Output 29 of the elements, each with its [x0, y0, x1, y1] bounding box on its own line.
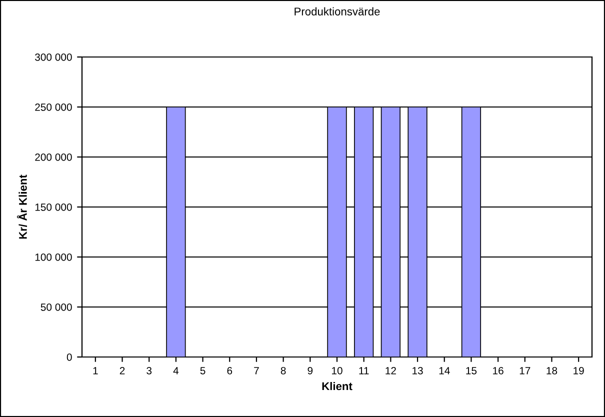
x-tick-label: 5: [200, 367, 206, 374]
chart-title: Produktionsvärde: [294, 7, 380, 16]
x-axis-title: Klient: [322, 382, 352, 390]
x-tick-label: 1: [93, 367, 98, 374]
x-tick-label: 19: [574, 366, 584, 374]
y-axis-title: Kr/ År Klient: [16, 174, 27, 239]
y-tick-label: 100 000: [35, 254, 72, 261]
y-tick-label: 0: [66, 354, 72, 361]
x-tick-label: 18: [546, 366, 558, 374]
x-tick-label: 4: [173, 367, 179, 374]
x-tick-label: 15: [466, 367, 477, 374]
x-tick-label: 13: [412, 366, 423, 374]
x-tick-label: 8: [280, 366, 286, 374]
x-tick-label: 10: [332, 366, 342, 374]
x-tick-label: 9: [308, 366, 313, 374]
x-tick-label: 11: [359, 367, 369, 374]
x-tick-label: 16: [493, 366, 504, 374]
y-tick-label: 50 000: [40, 304, 72, 311]
y-tick-label: 300 000: [35, 54, 72, 61]
x-tick-label: 14: [439, 367, 450, 374]
x-tick-label: 17: [520, 367, 530, 374]
y-tick-label: 200 000: [35, 154, 72, 161]
x-tick-label: 12: [386, 366, 396, 374]
y-tick-label: 150 000: [35, 204, 72, 211]
x-tick-label: 2: [120, 366, 125, 374]
y-tick-label: 250 000: [35, 104, 72, 111]
x-tick-label: 7: [254, 367, 259, 374]
x-tick-label: 6: [227, 366, 232, 374]
x-tick-label: 3: [146, 366, 152, 374]
